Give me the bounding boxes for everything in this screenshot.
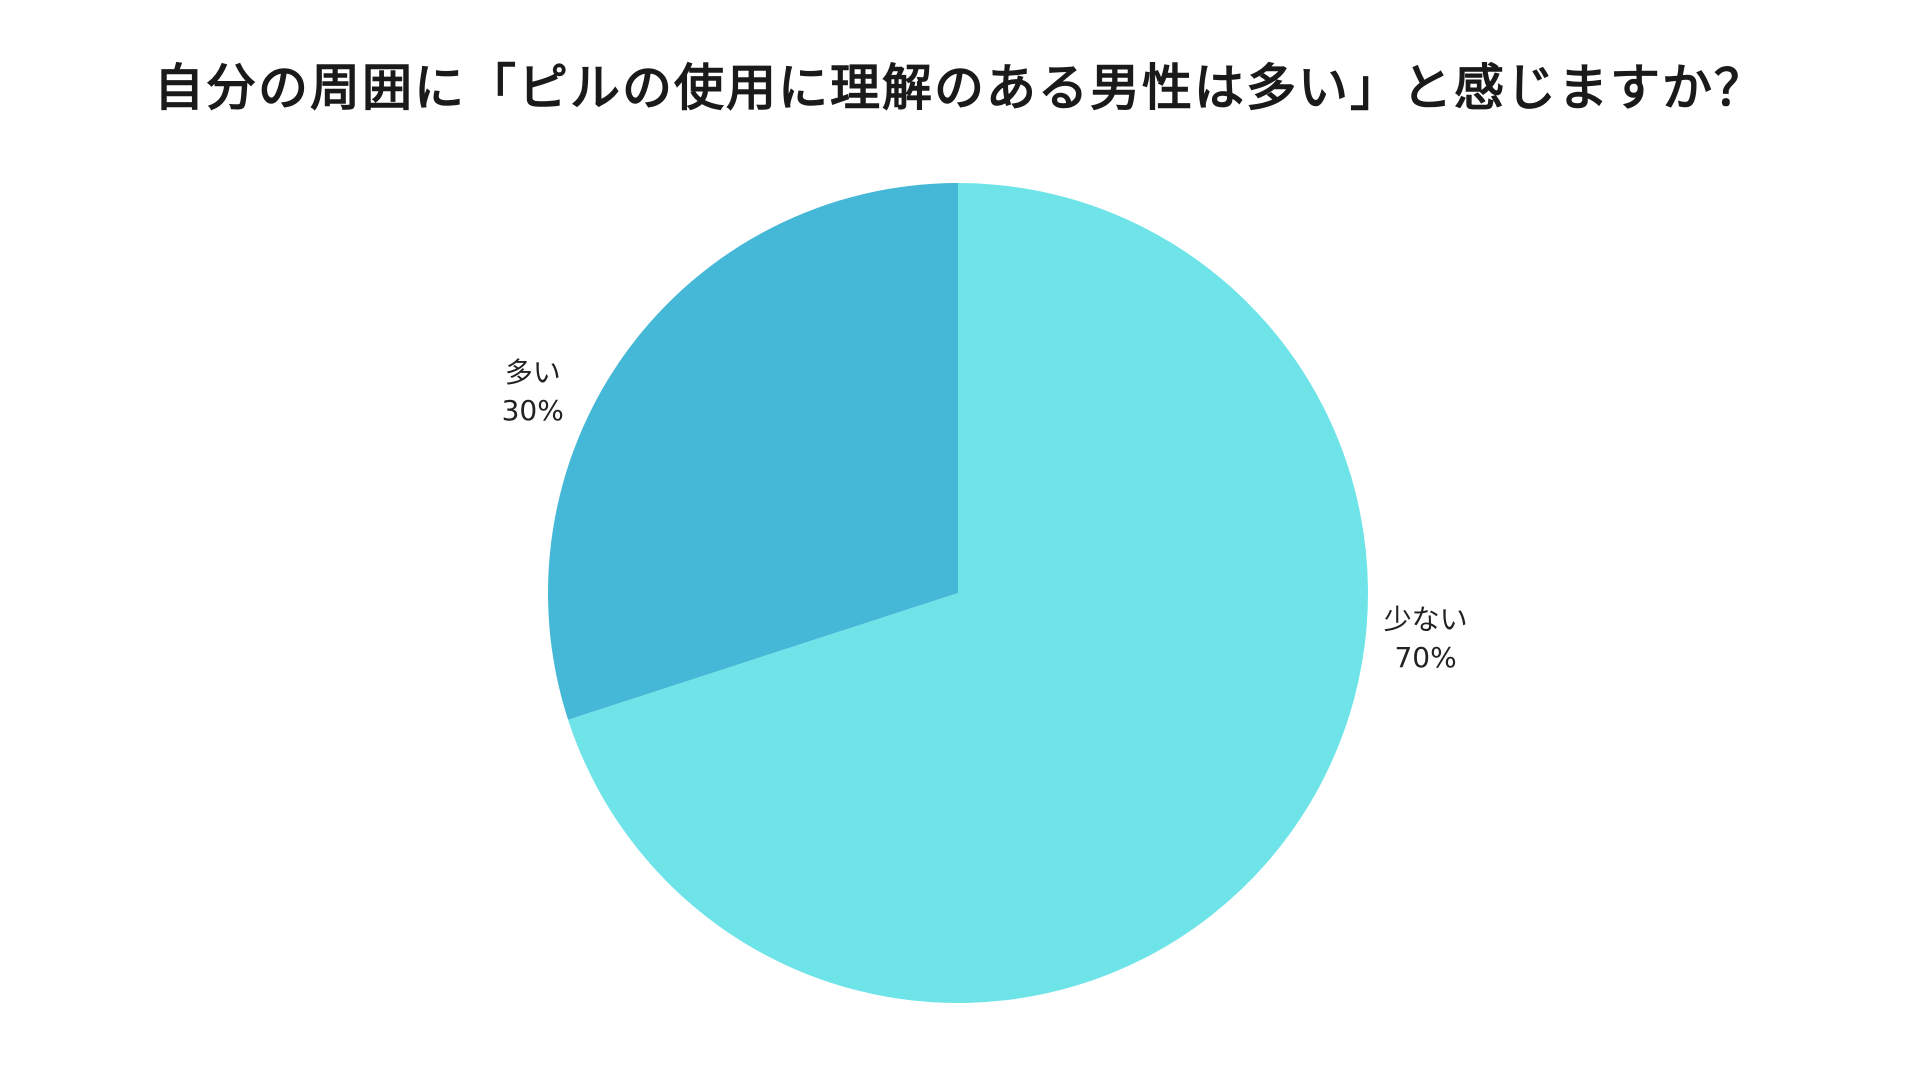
slice-label-name-1: 少ない	[1384, 603, 1468, 636]
chart-title: 自分の周囲に「ピルの使用に理解のある男性は多い」と感じますか？	[154, 59, 1766, 117]
pie-slices	[548, 183, 1369, 1003]
pie-slice-2	[548, 183, 958, 720]
slice-label-name-2: 多い	[505, 356, 561, 389]
slice-label-value-1: 70%	[1394, 641, 1456, 674]
slice-label-value-2: 30%	[502, 394, 564, 427]
pie-labels: 少ない 70% 多い 30%	[502, 356, 1468, 674]
pie-slice-1	[568, 183, 1369, 1003]
